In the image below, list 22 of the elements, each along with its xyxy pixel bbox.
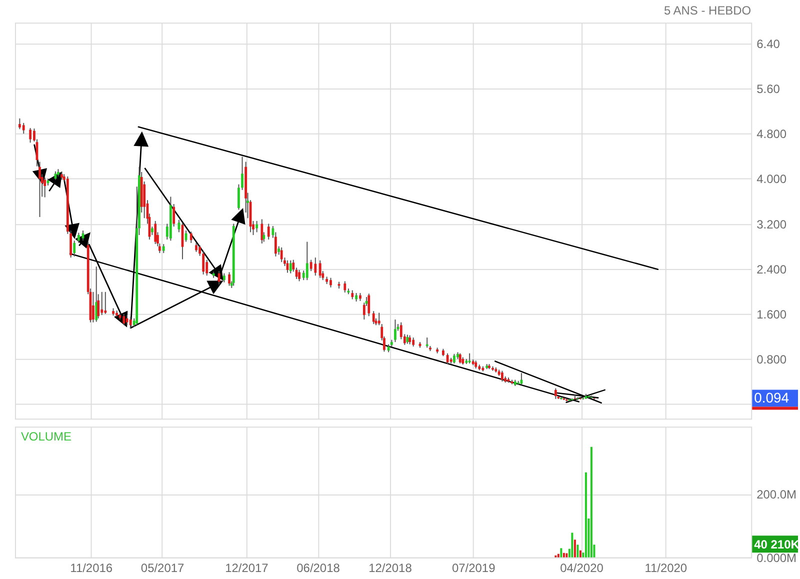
x-tick-label: 11/2016 — [70, 560, 113, 575]
y-tick-label: 0.800 — [756, 352, 787, 366]
x-tick-label: 11/2020 — [644, 560, 688, 575]
chart-title: 5 ANS - HEBDO — [664, 4, 752, 18]
chart-title: VOLUME — [20, 430, 72, 444]
y-tick-label: 4.000 — [756, 172, 787, 186]
y-tick-label: 5.60 — [756, 82, 780, 96]
y-tick-label: 2.400 — [756, 262, 787, 276]
y-tick-label: 6.40 — [756, 36, 780, 51]
x-tick-label: 12/2017 — [225, 560, 269, 575]
y-tick-label: 0.000M — [756, 550, 797, 565]
x-tick-label: 04/2020 — [560, 560, 604, 575]
x-tick-label: 12/2018 — [368, 560, 412, 575]
y-tick-label: 3.200 — [756, 217, 787, 232]
x-tick-label: 06/2018 — [296, 560, 340, 575]
y-tick-label: 4.800 — [756, 127, 787, 142]
x-tick-label: 05/2017 — [140, 560, 185, 575]
y-tick-label: 1.600 — [756, 307, 787, 322]
text: 0.094 — [754, 390, 790, 406]
y-tick-label: 200.0M — [756, 488, 797, 502]
text: 40 210K — [754, 538, 800, 552]
x-tick-label: 07/2019 — [452, 560, 496, 575]
